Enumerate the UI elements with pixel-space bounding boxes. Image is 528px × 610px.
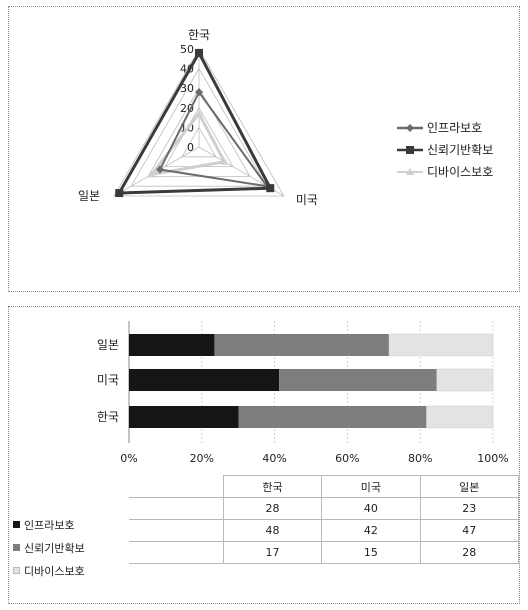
table-header-row: 한국 미국 일본: [129, 475, 520, 498]
bar-segment: [388, 333, 494, 357]
radar-series-line: [158, 90, 270, 188]
table-row-label: 인프라보호: [13, 517, 75, 533]
table-row-label-text: 디바이스보호: [24, 565, 85, 578]
radar-tick-label: 20: [180, 102, 194, 115]
table-cell: 28: [419, 541, 520, 564]
table-row: 28 40 23: [129, 497, 520, 520]
table-col-header: 한국: [222, 475, 323, 498]
radar-point: [266, 184, 275, 193]
y-category-label: 일본: [97, 338, 119, 352]
radar-category-label: 일본: [78, 189, 100, 203]
radar-point: [195, 48, 203, 57]
table-row-header: [129, 497, 224, 520]
table-row-label: 디바이스보호: [13, 563, 85, 579]
x-tick-label: 40%: [262, 452, 286, 465]
table-cell: 23: [419, 497, 520, 520]
bar-chart-panel: 0% 20% 40% 60% 80% 100% 일본 미국 한국 한국 미국 일본 28 40 …: [8, 306, 520, 604]
data-table: 한국 미국 일본 28 40 23 48 42 47 17 15: [129, 475, 520, 564]
x-tick-label: 0%: [120, 452, 137, 465]
legend-label: 디바이스보호: [427, 165, 493, 179]
table-row-label-text: 신뢰기반확보: [24, 542, 85, 555]
radar-point: [220, 157, 229, 165]
radar-point: [155, 165, 164, 174]
legend-marker: [406, 124, 414, 132]
table-cell: 15: [321, 541, 421, 564]
radar-category-label: 한국: [188, 28, 210, 42]
legend-marker: [406, 146, 414, 154]
bar-segment: [214, 334, 389, 356]
table-cell: 40: [321, 497, 421, 520]
table-row-label: 신뢰기반확보: [13, 540, 85, 556]
radar-tick-label: 30: [180, 82, 194, 95]
table-cell: 28: [222, 497, 323, 520]
legend-label: 신뢰기반확보: [427, 143, 493, 157]
legend-swatch-icon: [13, 567, 20, 574]
bar-segment: [279, 369, 437, 391]
radar-series-line: [147, 110, 227, 177]
table-col-header: 일본: [419, 475, 520, 498]
legend-label: 인프라보호: [427, 121, 482, 135]
table-cell: 17: [222, 541, 323, 564]
table-row-header: [129, 541, 224, 564]
bar-segment: [129, 334, 215, 356]
radar-grid-ring: [181, 126, 217, 158]
table-col-header: 미국: [321, 475, 421, 498]
radar-tick-label: 0: [187, 141, 194, 154]
radar-tick-label: 50: [180, 43, 194, 56]
y-category-label: 한국: [97, 410, 119, 424]
x-tick-label: 80%: [408, 452, 432, 465]
radar-grid-ring: [113, 48, 285, 197]
table-cell: 42: [321, 519, 421, 542]
x-tick-label: 60%: [335, 452, 359, 465]
radar-series-line: [116, 49, 273, 195]
table-cell: 47: [419, 519, 520, 542]
bar-segment: [426, 405, 494, 429]
radar-spoke: [113, 146, 200, 197]
table-row-label-text: 인프라보호: [24, 519, 75, 532]
table-row: 17 15 28: [129, 541, 520, 564]
bar-segment: [238, 406, 427, 428]
radar-point: [115, 189, 124, 198]
table-row: 48 42 47: [129, 519, 520, 542]
table-cell: 48: [222, 519, 323, 542]
table-corner: [129, 475, 224, 498]
bar-segment: [129, 369, 280, 391]
table-row-header: [129, 519, 224, 542]
legend-swatch-icon: [13, 521, 20, 528]
x-tick-label: 100%: [477, 452, 508, 465]
legend-marker: [406, 168, 414, 175]
bar-segment: [436, 368, 494, 392]
x-tick-label: 20%: [190, 452, 214, 465]
bar-segment: [129, 406, 239, 428]
radar-category-label: 미국: [296, 193, 318, 207]
y-category-label: 미국: [97, 373, 119, 387]
radar-point: [195, 109, 203, 117]
radar-point: [195, 88, 203, 97]
radar-chart-panel: 0 10 20 30 40 50 한국 미국 일본 인프라보호 신뢰기반확보 디바이스보호: [8, 6, 520, 292]
radar-point: [147, 170, 156, 178]
legend-swatch-icon: [13, 544, 20, 551]
radar-grid-ring: [130, 67, 268, 187]
